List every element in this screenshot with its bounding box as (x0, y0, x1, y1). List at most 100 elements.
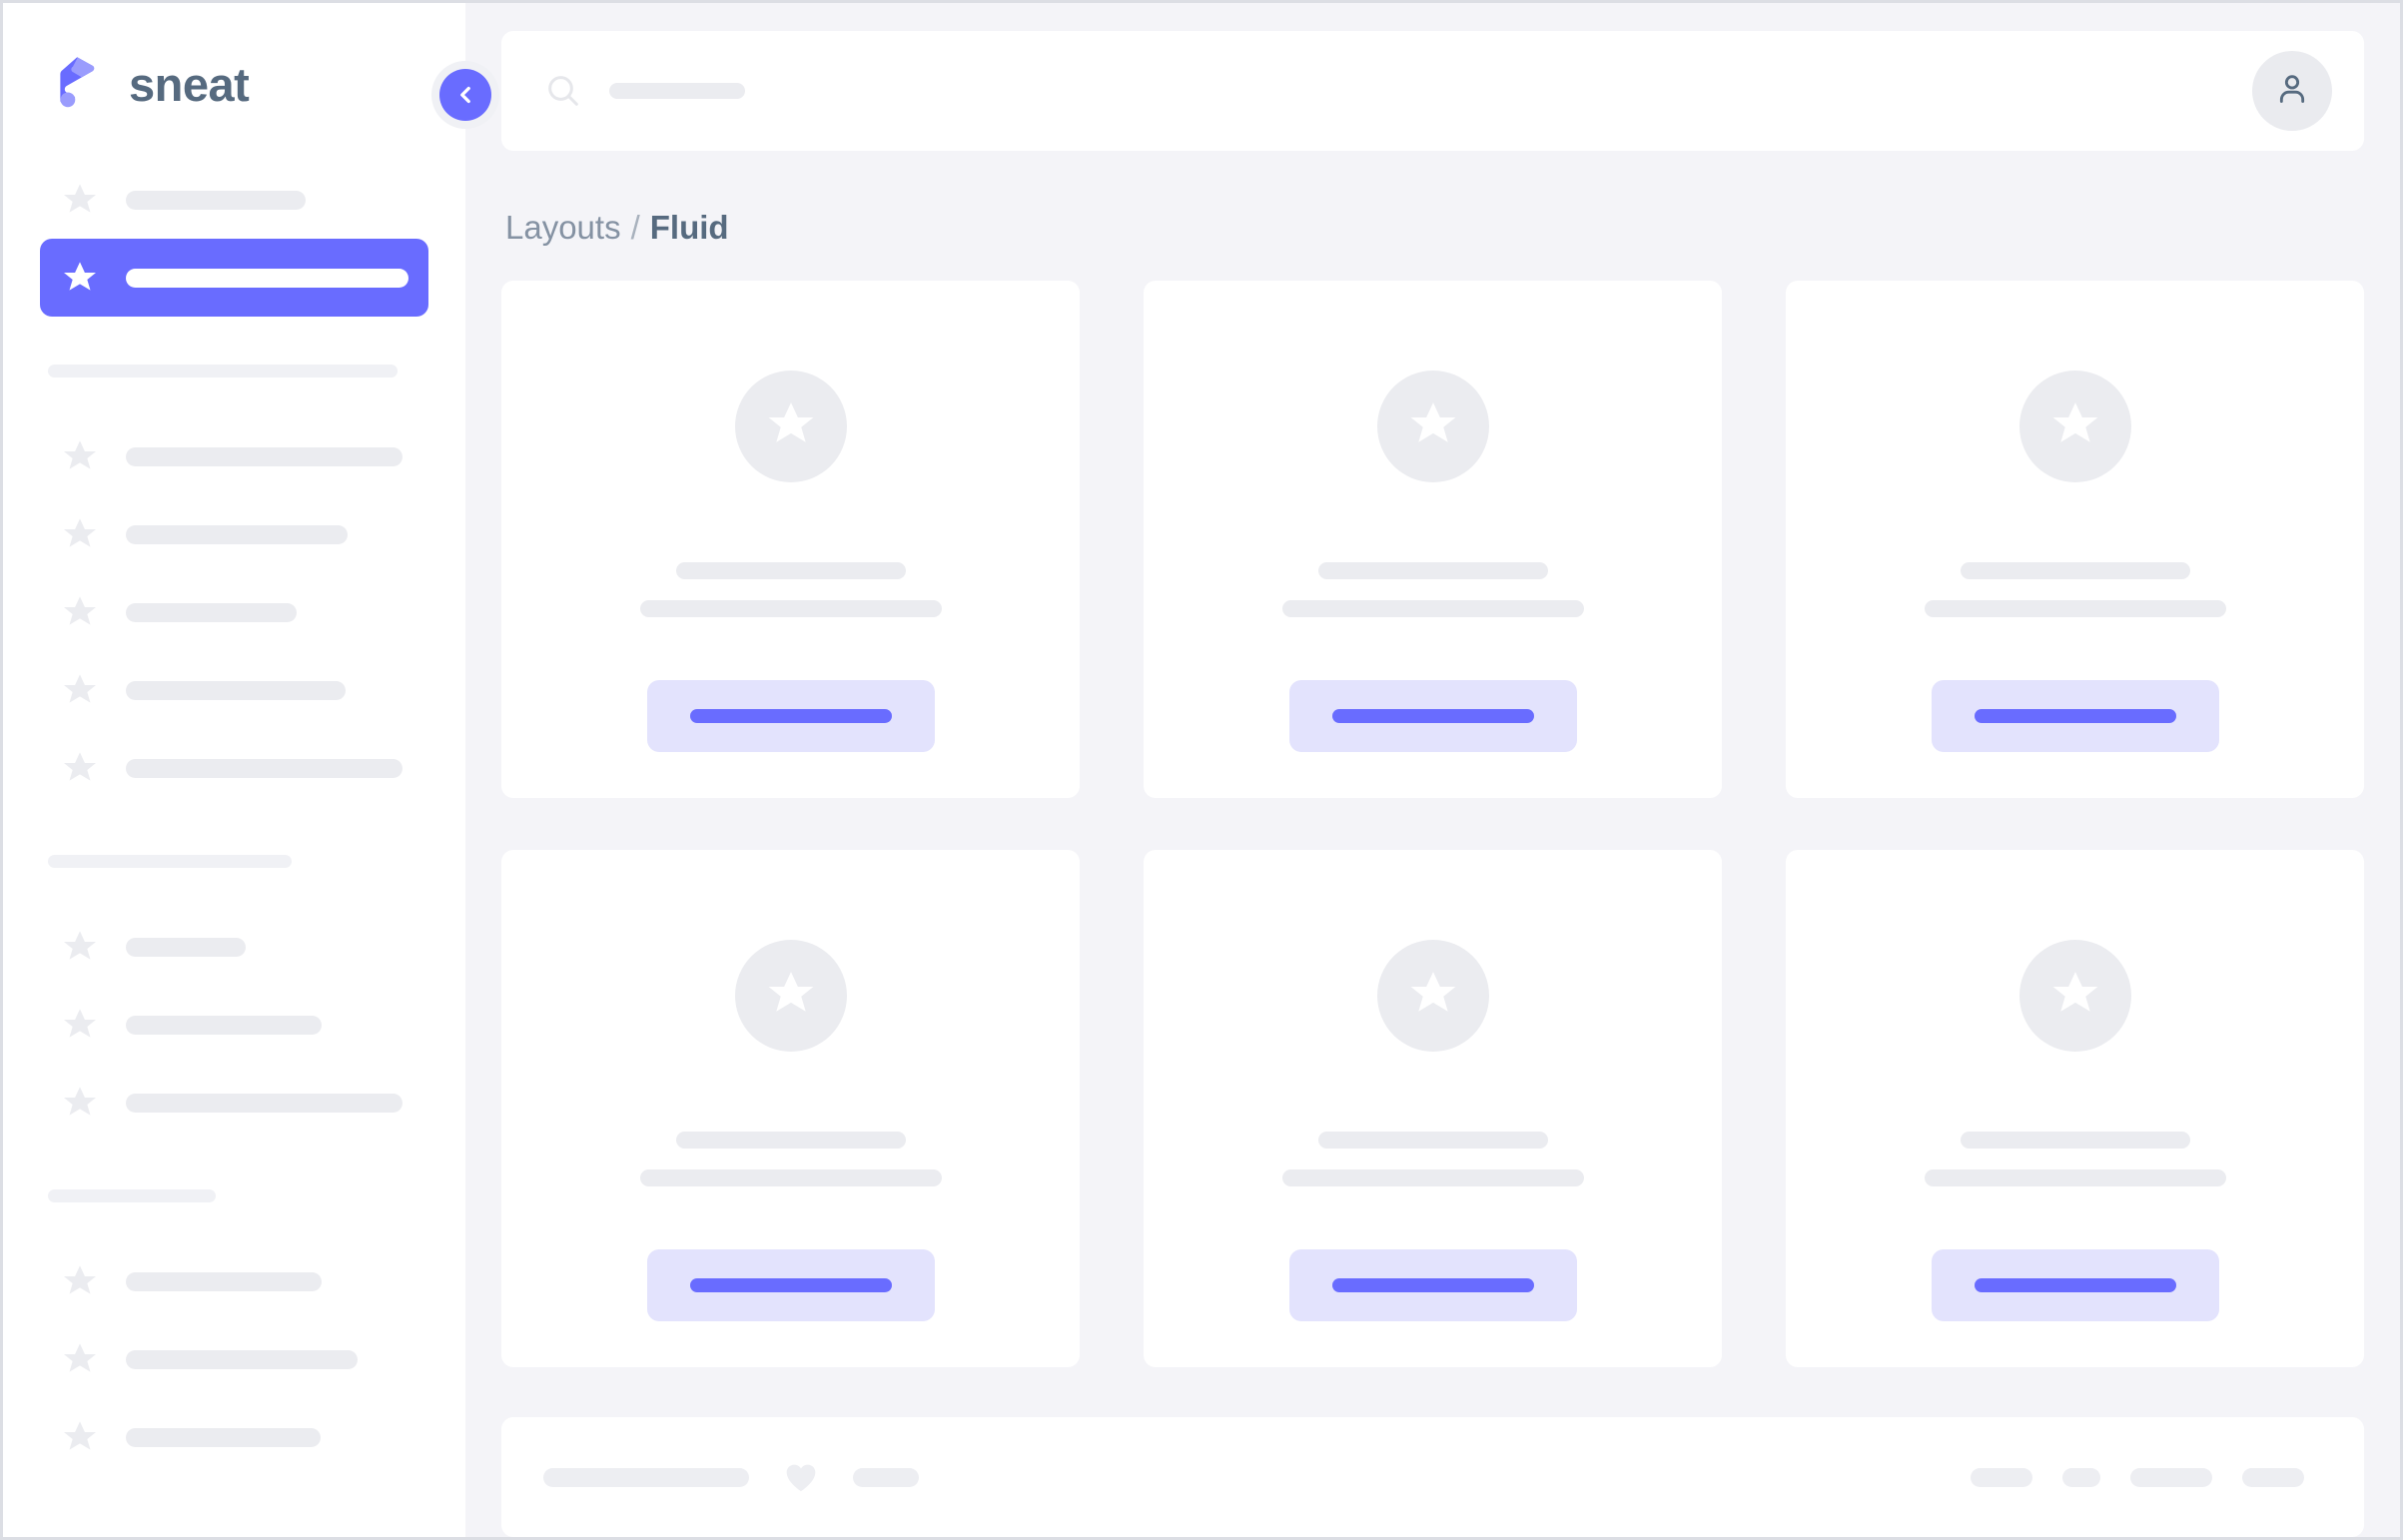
card-avatar (2018, 371, 2131, 482)
card-subtitle-skeleton (639, 600, 942, 617)
card-subtitle-skeleton (639, 1169, 942, 1186)
star-icon (60, 258, 100, 298)
sidebar-item-label (126, 1427, 321, 1447)
sidebar-group-divider (48, 1189, 216, 1202)
primary-button-skeleton (1331, 709, 1534, 723)
sidebar-item[interactable] (40, 1242, 428, 1320)
footer-link-skeleton[interactable] (1971, 1467, 2032, 1487)
user-icon (2272, 69, 2312, 114)
card-subtitle-skeleton (1281, 600, 1584, 617)
card-action-button[interactable] (1288, 680, 1577, 752)
star-icon (60, 514, 100, 554)
sidebar-item-label (126, 1349, 358, 1369)
star-icon (60, 748, 100, 788)
star-icon (763, 396, 819, 457)
primary-button-skeleton (689, 709, 892, 723)
star-icon (1405, 396, 1461, 457)
avatar[interactable] (2252, 51, 2332, 131)
chevron-left-icon (439, 69, 491, 121)
sneat-s-logo-icon (47, 53, 109, 115)
sidebar-item-label (126, 1093, 402, 1113)
card-title-skeleton (675, 1132, 906, 1149)
primary-button-skeleton (1331, 1278, 1534, 1292)
sidebar-item[interactable] (40, 417, 428, 495)
content-card (501, 281, 1080, 798)
sidebar-item[interactable] (40, 1320, 428, 1398)
sidebar-item-label (126, 937, 246, 957)
card-title-skeleton (1960, 1132, 2190, 1149)
sidebar-item-label (126, 446, 402, 466)
footer-text-skeleton (543, 1467, 749, 1487)
breadcrumb: Layouts / Fluid (501, 151, 2364, 281)
footer-left-group (543, 1457, 919, 1497)
sidebar-collapse-button[interactable] (431, 61, 499, 129)
sidebar-item-label (126, 758, 402, 778)
card-subtitle-skeleton (1924, 1169, 2226, 1186)
card-action-button[interactable] (1931, 680, 2219, 752)
sidebar-item-label (126, 680, 346, 700)
primary-button-skeleton (1974, 709, 2176, 723)
main-content: Layouts / Fluid (465, 3, 2400, 1537)
card-subtitle-skeleton (1281, 1169, 1584, 1186)
content-card (1786, 281, 2364, 798)
sidebar-item[interactable] (40, 908, 428, 986)
star-icon (763, 966, 819, 1027)
sidebar-item-label (126, 268, 408, 288)
footer-right-group (1971, 1467, 2304, 1487)
sidebar-item[interactable] (40, 986, 428, 1064)
sidebar-item[interactable] (40, 1064, 428, 1142)
card-action-button[interactable] (646, 680, 935, 752)
card-title-skeleton (1960, 562, 2190, 579)
content-card (1786, 850, 2364, 1367)
page-footer (501, 1417, 2364, 1537)
card-avatar (2018, 940, 2131, 1052)
card-action-button[interactable] (1288, 1249, 1577, 1321)
card-avatar (1376, 940, 1489, 1052)
brand[interactable]: sneat (3, 3, 465, 121)
star-icon (60, 1417, 100, 1457)
content-card (501, 850, 1080, 1367)
star-icon (60, 670, 100, 710)
sidebar-item-label (126, 1015, 322, 1035)
primary-button-skeleton (689, 1278, 892, 1292)
sidebar-item-label (126, 190, 306, 210)
primary-button-skeleton (1974, 1278, 2176, 1292)
card-title-skeleton (1317, 1132, 1548, 1149)
sidebar-item[interactable] (40, 1398, 428, 1476)
breadcrumb-parent[interactable]: Layouts (505, 209, 621, 246)
sidebar-group-divider (48, 855, 292, 868)
content-card (1144, 281, 1722, 798)
footer-link-skeleton[interactable] (2130, 1467, 2212, 1487)
card-action-button[interactable] (1931, 1249, 2219, 1321)
sidebar-item[interactable] (40, 161, 428, 239)
card-subtitle-skeleton (1924, 600, 2226, 617)
card-avatar (1376, 371, 1489, 482)
sidebar-item[interactable] (40, 651, 428, 729)
search-icon[interactable] (543, 71, 583, 111)
sidebar-menu (3, 121, 465, 1476)
footer-link-skeleton[interactable] (853, 1467, 919, 1487)
sidebar-item[interactable] (40, 729, 428, 807)
footer-link-skeleton[interactable] (2242, 1467, 2304, 1487)
sidebar-item[interactable] (40, 573, 428, 651)
content-card (1144, 850, 1722, 1367)
card-avatar (734, 940, 847, 1052)
star-icon (60, 436, 100, 476)
card-action-button[interactable] (646, 1249, 935, 1321)
sidebar-group-divider (48, 365, 398, 378)
sidebar-item-active[interactable] (40, 239, 428, 317)
card-title-skeleton (1317, 562, 1548, 579)
card-title-skeleton (675, 562, 906, 579)
star-icon (60, 927, 100, 967)
footer-link-skeleton[interactable] (2062, 1467, 2100, 1487)
breadcrumb-separator: / (630, 209, 640, 246)
search-input[interactable] (609, 83, 745, 99)
heart-icon (781, 1457, 821, 1497)
star-icon (60, 1261, 100, 1301)
star-icon (60, 1083, 100, 1123)
breadcrumb-current: Fluid (649, 209, 729, 246)
star-icon (1405, 966, 1461, 1027)
star-icon (2047, 966, 2103, 1027)
sidebar-item[interactable] (40, 495, 428, 573)
